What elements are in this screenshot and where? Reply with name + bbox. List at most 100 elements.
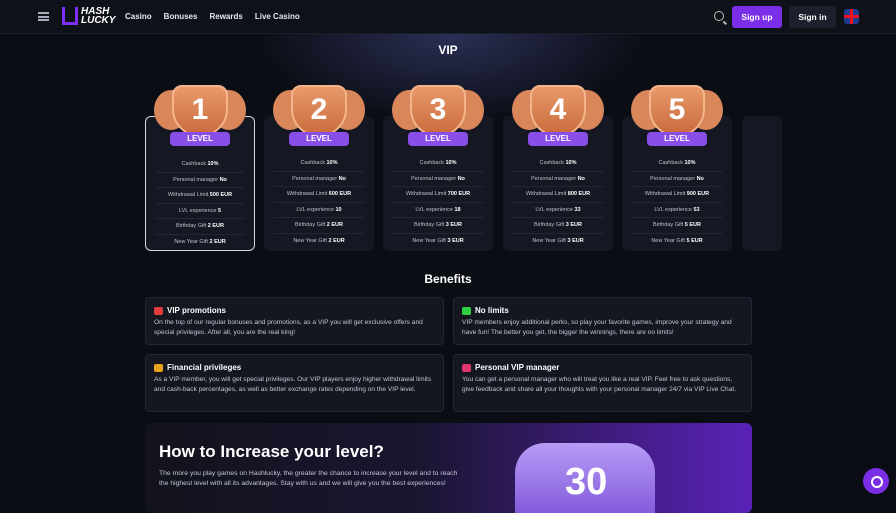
level-row: Personal manager No — [512, 172, 604, 187]
benefit-card: Personal VIP manager You can get a person… — [453, 354, 752, 412]
logo[interactable]: HASH LUCKY — [62, 6, 117, 26]
row-label: Personal manager — [411, 175, 457, 182]
level-number: 5 — [649, 85, 705, 137]
benefit-heading: Financial privileges — [154, 363, 435, 372]
search-icon[interactable] — [714, 11, 724, 21]
level-row: Withdrawal Limit 600 EUR — [273, 187, 365, 203]
crown-icon — [154, 306, 163, 315]
row-value: No — [577, 175, 585, 182]
level-row: New Year Gift 2 EUR — [273, 234, 365, 250]
level-row: Birthday Gift 2 EUR — [155, 219, 245, 235]
row-value: No — [219, 176, 227, 183]
level-badge: 5 LEVEL — [627, 80, 727, 150]
manager-icon — [462, 363, 471, 372]
row-value: 3 EUR — [565, 222, 582, 228]
row-label: New Year Gift — [651, 237, 685, 244]
nav-rewards[interactable]: Rewards — [209, 12, 243, 21]
row-label: Withdrawal Limit — [167, 192, 209, 198]
level-row: Personal manager No — [155, 173, 245, 188]
benefit-text: On the top of our regular bonuses and pr… — [154, 319, 423, 336]
level-row: Withdrawal Limit 500 EUR — [155, 188, 245, 204]
benefit-heading: Personal VIP manager — [462, 363, 743, 372]
benefit-title: Personal VIP manager — [475, 363, 560, 372]
row-value: 3 EUR — [445, 222, 462, 228]
level-number: 1 — [172, 85, 228, 137]
row-value: 10 — [335, 206, 342, 213]
row-label: Cashback — [658, 160, 683, 166]
level-row: Withdrawal Limit 800 EUR — [512, 187, 604, 203]
nav-casino[interactable]: Casino — [125, 12, 152, 21]
chat-icon[interactable] — [863, 468, 889, 494]
level-row: LVL experience 10 — [273, 203, 365, 218]
benefit-text: As a VIP member, you will get special pr… — [154, 376, 432, 393]
row-label: Birthday Gift — [414, 222, 445, 228]
level-row: Birthday Gift 2 EUR — [273, 218, 365, 234]
row-value: 10% — [326, 160, 338, 166]
row-value: 2 EUR — [326, 222, 343, 228]
sign-in-button[interactable]: Sign in — [789, 6, 836, 28]
benefit-card: VIP promotions On the top of our regular … — [145, 297, 444, 345]
sign-up-button[interactable]: Sign up — [732, 6, 782, 28]
how-text: The more you play games on Hashlucky, th… — [159, 470, 458, 487]
level-badge: 4 LEVEL — [508, 80, 608, 150]
level-row: Cashback 10% — [392, 156, 484, 172]
row-label: Withdrawal Limit — [286, 191, 328, 197]
main-nav: Casino Bonuses Rewards Live Casino — [125, 12, 300, 21]
benefit-text: VIP members enjoy additional perks, so p… — [462, 319, 732, 336]
row-value: 18 — [454, 206, 461, 213]
benefit-heading: VIP promotions — [154, 306, 435, 315]
logo-mark — [62, 7, 78, 25]
row-label: Birthday Gift — [653, 222, 684, 228]
row-label: Withdrawal Limit — [405, 191, 447, 197]
row-value: No — [457, 175, 465, 182]
header: HASH LUCKY Casino Bonuses Rewards Live C… — [0, 0, 896, 34]
row-value: 53 — [693, 206, 700, 213]
row-label: Cashback — [539, 160, 564, 166]
nav-live-casino[interactable]: Live Casino — [254, 12, 300, 21]
row-value: No — [338, 175, 346, 182]
row-label: Personal manager — [292, 175, 338, 182]
row-label: Withdrawal Limit — [525, 191, 567, 197]
row-label: Personal manager — [531, 175, 577, 182]
level-row: Cashback 10% — [155, 157, 245, 173]
nav-bonuses[interactable]: Bonuses — [163, 12, 198, 21]
row-value: 10% — [684, 160, 696, 166]
level-badge: 3 LEVEL — [388, 80, 488, 150]
benefit-text: You can get a personal manager who will … — [462, 376, 737, 393]
row-value: 2 EUR — [209, 238, 226, 245]
row-label: LVL experience — [296, 206, 334, 213]
level-row: Cashback 10% — [631, 156, 723, 172]
row-value: 5 EUR — [686, 237, 703, 244]
row-value: 900 EUR — [686, 191, 710, 197]
row-label: New Year Gift — [412, 237, 446, 244]
level-ribbon: LEVEL — [647, 132, 707, 146]
row-value: 800 EUR — [567, 191, 591, 197]
level-row: LVL experience 18 — [392, 203, 484, 218]
logo-text: HASH LUCKY — [81, 6, 116, 26]
benefit-card: Financial privileges As a VIP member, you… — [145, 354, 444, 412]
level-row: Personal manager No — [273, 172, 365, 187]
level-row: Personal manager No — [631, 172, 723, 187]
level-row: LVL experience 5 — [155, 204, 245, 219]
level-row: Withdrawal Limit 700 EUR — [392, 187, 484, 203]
row-value: 10% — [445, 160, 457, 166]
row-label: LVL experience — [535, 206, 573, 213]
row-label: Cashback — [181, 161, 206, 167]
uk-flag-icon[interactable] — [844, 9, 859, 24]
row-value: 10% — [565, 160, 577, 166]
level-badge-illustration: 30 — [515, 443, 655, 513]
level-row: Birthday Gift 5 EUR — [631, 218, 723, 234]
level-row: Cashback 10% — [273, 156, 365, 172]
row-value: 3 EUR — [447, 237, 464, 244]
row-label: Withdrawal Limit — [644, 191, 686, 197]
level-number: 2 — [291, 85, 347, 137]
row-value: 500 EUR — [209, 192, 233, 198]
row-label: LVL experience — [415, 206, 453, 213]
menu-icon[interactable] — [38, 12, 49, 21]
level-ribbon: LEVEL — [289, 132, 349, 146]
level-card-partial[interactable] — [742, 116, 782, 251]
money-bag-icon — [154, 363, 163, 372]
row-label: Birthday Gift — [534, 222, 565, 228]
benefit-title: No limits — [475, 306, 509, 315]
level-row: New Year Gift 3 EUR — [512, 234, 604, 250]
